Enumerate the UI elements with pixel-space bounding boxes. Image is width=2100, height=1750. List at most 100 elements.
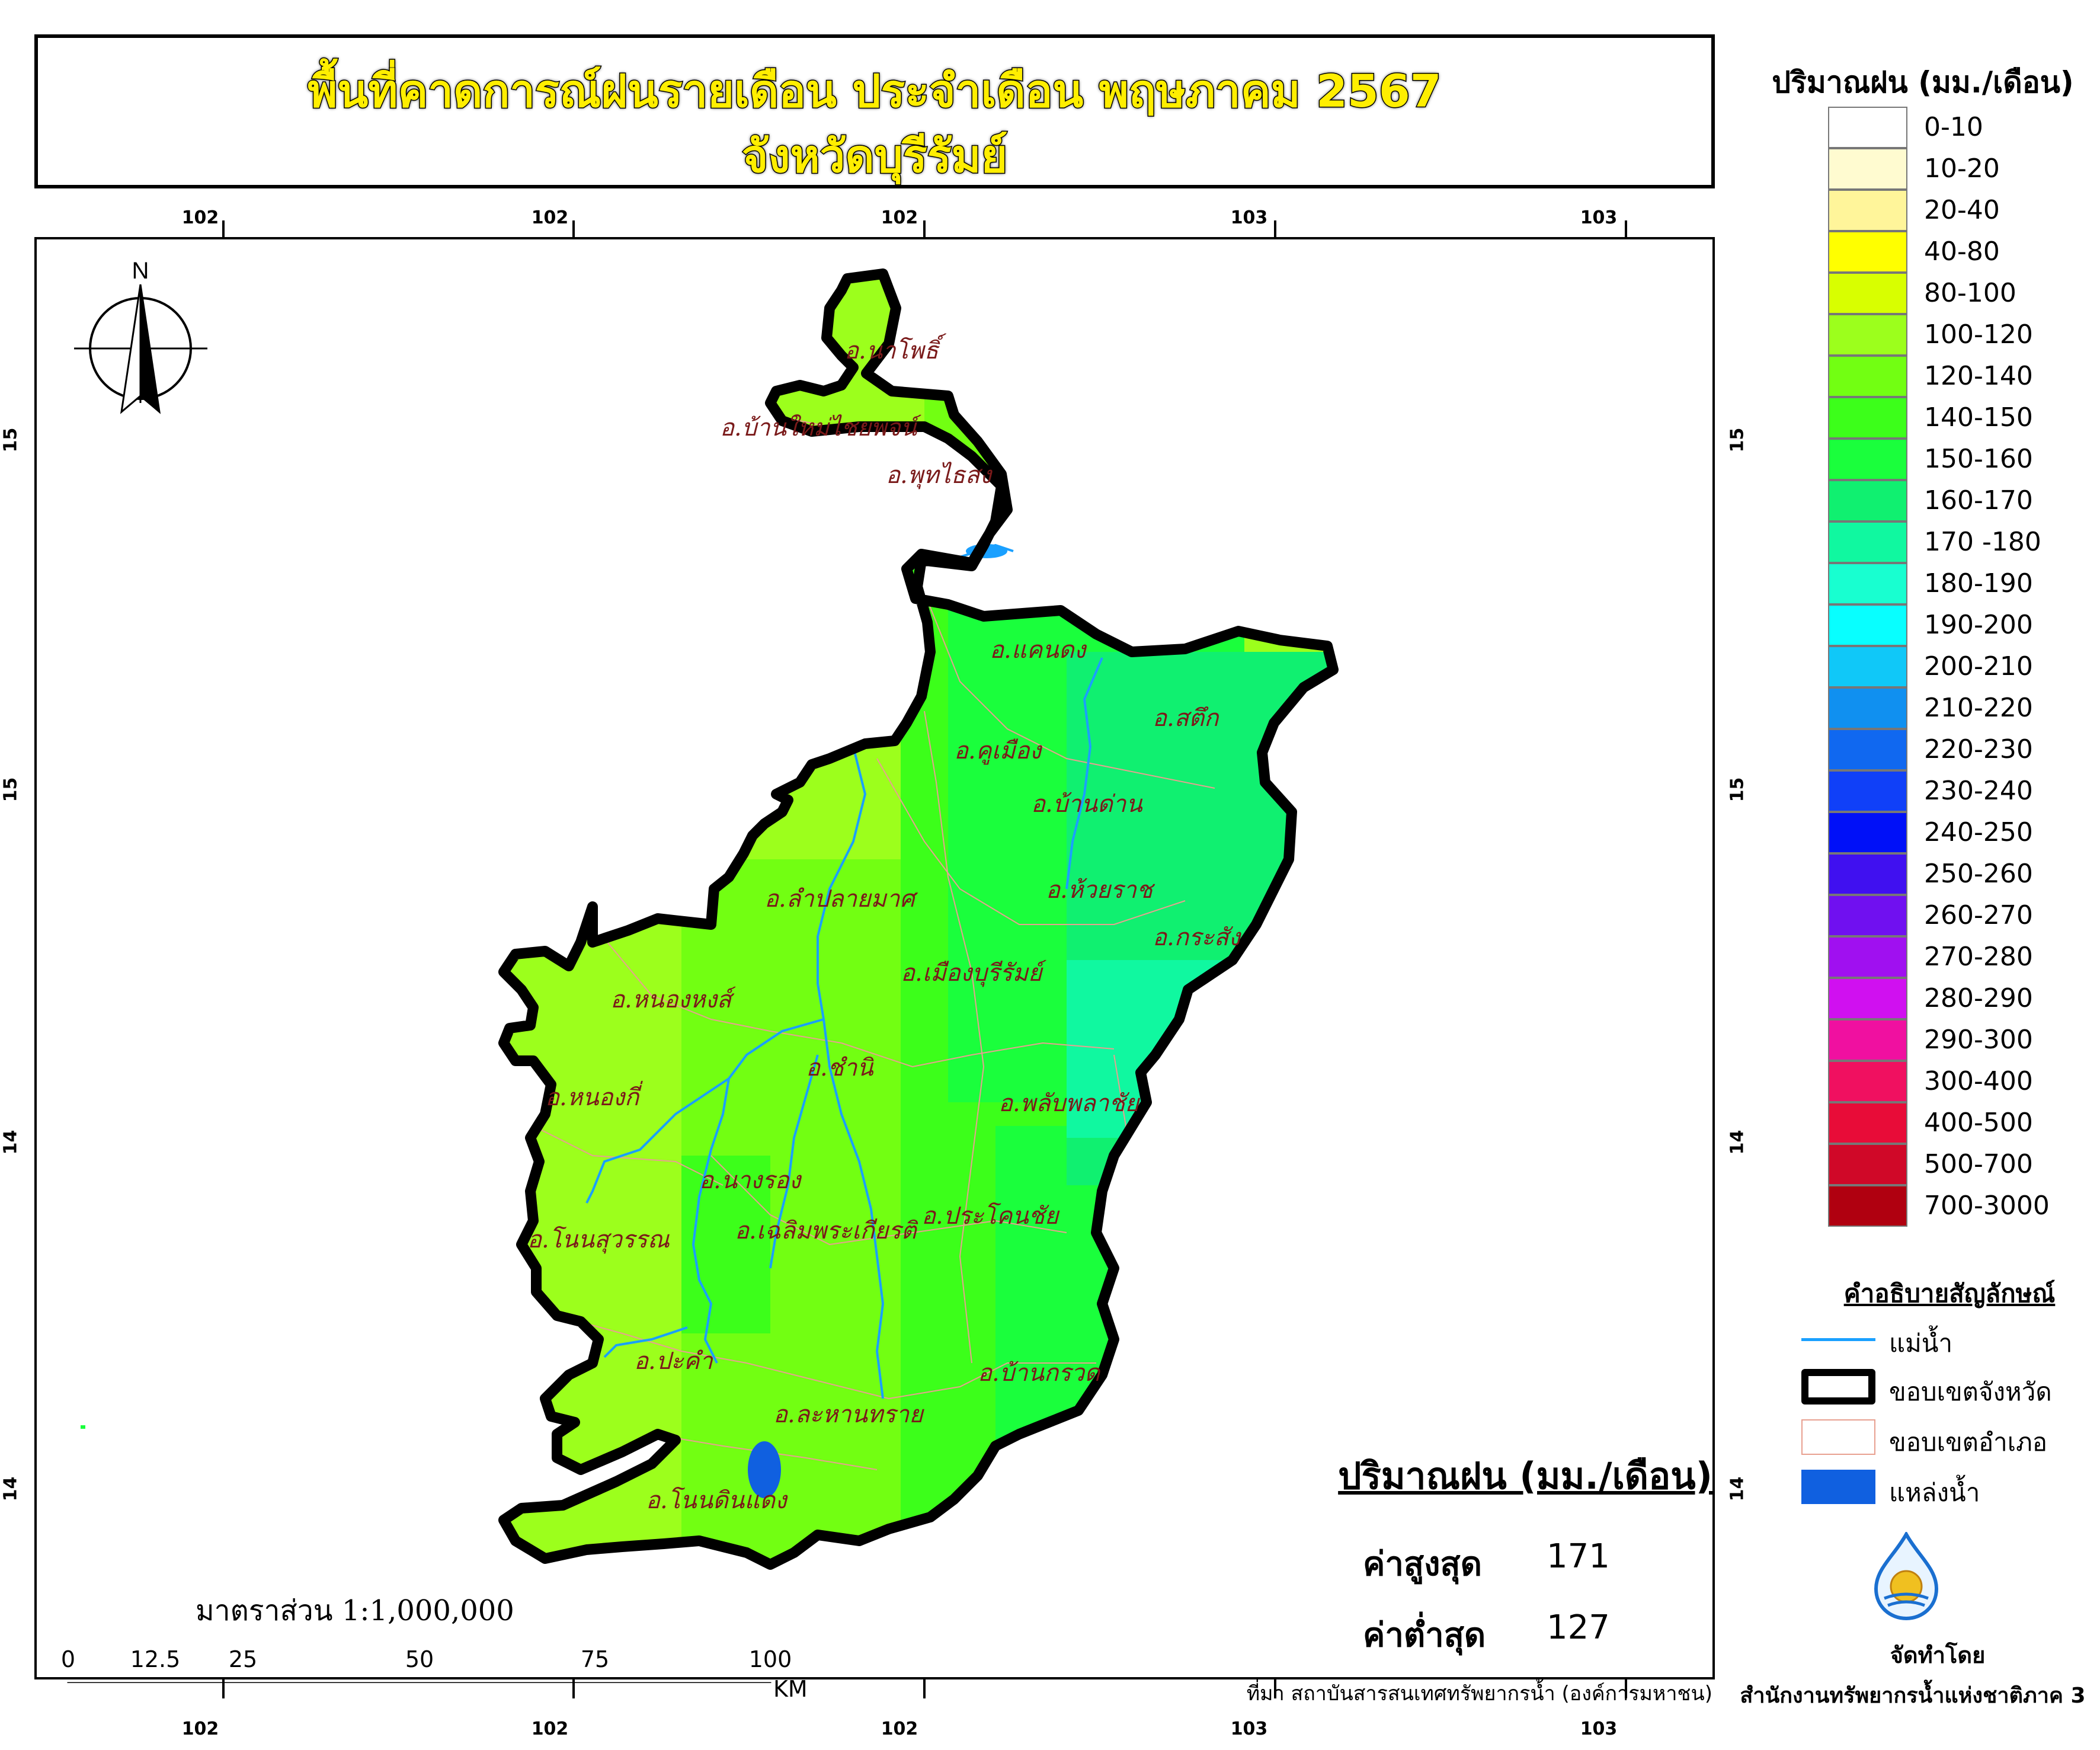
coord-top-5: 103 <box>1580 207 1618 228</box>
legend-swatch <box>1828 563 1907 604</box>
legend-swatch <box>1828 1185 1907 1227</box>
legend-item: 120-140 <box>1828 356 2100 397</box>
scale-tick-label: 50 <box>405 1646 434 1672</box>
rainfall-map: อ.นาโพธิ์ อ.บ้านใหม่ไชยพจน์ อ.พุทไธสง อ.… <box>67 258 1339 1683</box>
legend-item: 290-300 <box>1828 1019 2100 1061</box>
legend-swatch <box>1828 729 1907 770</box>
district-label: อ.โนนดินแดง <box>646 1486 788 1514</box>
coord-top-2: 102 <box>531 207 569 228</box>
legend-swatch <box>1828 604 1907 646</box>
coord-right-3: 14 <box>1727 1130 1748 1155</box>
legend-item: 20-40 <box>1828 190 2100 231</box>
symbol-label: แหล่งน้ำ <box>1889 1478 1980 1507</box>
coord-top-1: 102 <box>181 207 219 228</box>
reservoir <box>748 1441 781 1498</box>
legend-item: 0-10 <box>1828 107 2100 148</box>
district-label: อ.โนนสุวรรณ <box>527 1226 670 1254</box>
scale-unit: KM <box>773 1676 808 1702</box>
rainfall-raster <box>504 274 1333 1565</box>
legend-label: 80-100 <box>1924 278 2016 308</box>
legend-label: 400-500 <box>1924 1108 2033 1138</box>
district-label: อ.หนองหงส์ <box>610 986 736 1013</box>
legend-label: 500-700 <box>1924 1149 2033 1179</box>
max-label: ค่าสูงสุด <box>1363 1545 1482 1583</box>
legend-label: 210-220 <box>1924 693 2033 723</box>
legend-item: 220-230 <box>1828 729 2100 770</box>
legend-item: 700-3000 <box>1828 1185 2100 1227</box>
symbol-water-body: แหล่งน้ำ <box>1801 1470 2098 1511</box>
maker-label: จัดทำโดย <box>1890 1642 1986 1668</box>
legend-swatch <box>1828 687 1907 729</box>
tick-top <box>222 220 225 239</box>
maker-org: สำนักงานทรัพยากรน้ำแห่งชาติภาค 3 <box>1740 1684 2086 1708</box>
legend-swatch <box>1828 812 1907 853</box>
legend-label: 0-10 <box>1924 112 1983 142</box>
legend-label: 180-190 <box>1924 568 2033 599</box>
data-source: ที่มา สถาบันสารสนเทศทรัพยากรน้ำ (องค์การ… <box>1246 1682 1712 1706</box>
coord-right-1: 15 <box>1727 427 1748 453</box>
legend-swatch <box>1828 853 1907 895</box>
district-label: อ.เฉลิมพระเกียรติ <box>735 1217 918 1244</box>
symbol-legend-title: คำอธิบายสัญลักษณ์ <box>1843 1279 2056 1308</box>
legend-swatch <box>1828 936 1907 978</box>
district-boundaries <box>533 414 1215 1470</box>
legend-item: 210-220 <box>1828 687 2100 729</box>
legend-item: 250-260 <box>1828 853 2100 895</box>
legend-swatch <box>1828 480 1907 522</box>
tick-top <box>1625 220 1627 239</box>
district-label: อ.บ้านกรวด <box>978 1359 1101 1387</box>
legend-label: 150-160 <box>1924 444 2033 474</box>
legend-label: 290-300 <box>1924 1025 2033 1055</box>
legend-label: 240-250 <box>1924 817 2033 847</box>
coord-bottom-2: 102 <box>531 1719 569 1739</box>
legend-label: 190-200 <box>1924 610 2033 640</box>
scale-ratio: มาตราส่วน 1:1,000,000 <box>196 1594 514 1627</box>
legend-label: 160-170 <box>1924 485 2033 516</box>
legend-swatch <box>1828 439 1907 480</box>
river-line-icon <box>1801 1338 1875 1341</box>
district-label: อ.หนองกี่ <box>545 1080 643 1111</box>
coord-bottom-5: 103 <box>1580 1719 1618 1739</box>
symbol-label: ขอบเขตจังหวัด <box>1889 1377 2052 1406</box>
district-label: อ.นาโพธิ์ <box>844 333 947 364</box>
legend-swatch <box>1828 148 1907 190</box>
legend-swatch <box>1828 1144 1907 1185</box>
legend-swatch <box>1828 356 1907 397</box>
north-label: N <box>132 258 149 284</box>
legend-label: 250-260 <box>1924 859 2033 889</box>
legend-label: 700-3000 <box>1924 1191 2050 1221</box>
legend-label: 20-40 <box>1924 195 2000 225</box>
legend-item: 180-190 <box>1828 563 2100 604</box>
scale-tick-label: 0 <box>60 1646 76 1672</box>
legend-item: 140-150 <box>1828 397 2100 439</box>
district-label: อ.พลับพลาชัย <box>998 1090 1140 1117</box>
legend-swatch <box>1828 522 1907 563</box>
legend-item: 260-270 <box>1828 895 2100 936</box>
legend-item: 270-280 <box>1828 936 2100 978</box>
symbol-river: แม่น้ำ <box>1801 1320 2098 1362</box>
district-label: อ.ห้วยราช <box>1046 876 1155 904</box>
legend-item: 160-170 <box>1828 480 2100 522</box>
legend-swatch <box>1828 978 1907 1019</box>
district-labels: อ.นาโพธิ์ อ.บ้านใหม่ไชยพจน์ อ.พุทไธสง อ.… <box>527 333 1241 1514</box>
tick-bottom <box>1625 1679 1627 1698</box>
legend-label: 220-230 <box>1924 734 2033 764</box>
legend-swatch <box>1828 397 1907 439</box>
district-label: อ.ละหานทราย <box>773 1401 924 1428</box>
district-label: อ.เมืองบุรีรัมย์ <box>901 959 1046 987</box>
scale-tick-label: 75 <box>580 1646 610 1672</box>
legend-label: 120-140 <box>1924 361 2033 391</box>
tick-top <box>1274 220 1276 239</box>
tick-bottom <box>923 1679 926 1698</box>
district-label: อ.นางรอง <box>699 1167 802 1194</box>
legend-swatch <box>1828 190 1907 231</box>
legend-label: 270-280 <box>1924 942 2033 972</box>
legend-item: 280-290 <box>1828 978 2100 1019</box>
legend-label: 200-210 <box>1924 651 2033 682</box>
legend-item: 230-240 <box>1828 770 2100 812</box>
legend-item: 500-700 <box>1828 1144 2100 1185</box>
map-frame <box>34 237 1715 1679</box>
legend-swatch <box>1828 107 1907 148</box>
district-label: อ.ลำปลายมาศ <box>764 885 918 913</box>
legend-swatch <box>1828 1061 1907 1102</box>
